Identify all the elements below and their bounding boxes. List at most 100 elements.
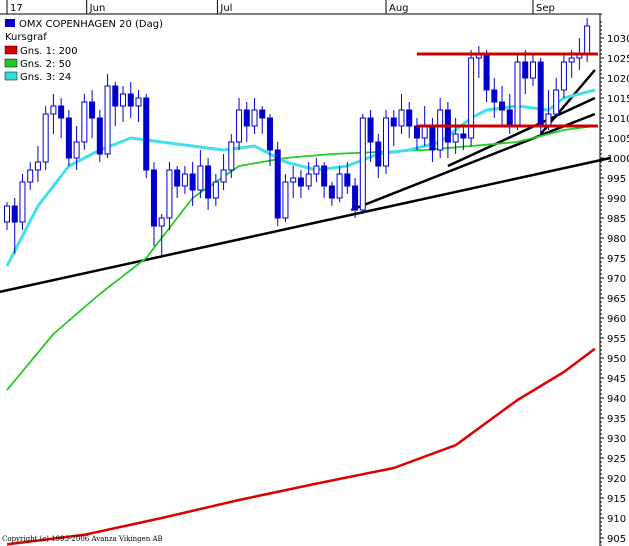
- candle-up: [34, 161, 41, 171]
- candle-down: [328, 185, 335, 199]
- y-tick-label: 940: [607, 394, 626, 405]
- candle-up: [305, 173, 312, 187]
- candle-up: [452, 133, 459, 143]
- candle-up: [135, 97, 142, 107]
- y-tick-label: 985: [607, 214, 626, 225]
- candle-down: [65, 117, 72, 159]
- candle-up: [251, 109, 258, 127]
- candle-down: [127, 93, 134, 107]
- candle-up: [120, 93, 127, 107]
- candle-down: [259, 109, 266, 119]
- y-tick-label: 930: [607, 434, 626, 445]
- candle-down: [352, 185, 359, 211]
- legend-entry-ma24: Gns. 3: 24: [20, 72, 71, 83]
- candle-up: [468, 57, 475, 139]
- candle-down: [344, 173, 351, 187]
- trend-layer: [0, 69, 611, 294]
- candle-up: [50, 105, 57, 115]
- candle-up: [228, 141, 235, 171]
- candle-up: [27, 169, 34, 183]
- y-axis: 905 910 915 920 925 930 935 940 945 950 955 960 965 9…: [600, 13, 629, 546]
- candle-up: [584, 25, 591, 55]
- y-tick-label: 935: [607, 414, 626, 425]
- ma50-series: [6, 125, 596, 391]
- candle-down: [321, 165, 328, 187]
- copyright-text: Copyright (c) 1993-2006 Avanza Vikingen …: [2, 535, 163, 543]
- month-label: Aug: [389, 3, 409, 14]
- candle-down: [390, 117, 397, 127]
- candle-up: [553, 89, 560, 115]
- candle-layer: [4, 18, 591, 258]
- candle-down: [460, 133, 467, 139]
- candle-down: [491, 89, 498, 103]
- y-tick-label: 960: [607, 314, 626, 325]
- trend-line: [350, 112, 596, 212]
- resistance-support-layer: [416, 52, 598, 128]
- candle-up: [42, 113, 49, 163]
- month-label: Sep: [536, 3, 555, 14]
- candle-down: [189, 173, 196, 191]
- candle-up: [336, 173, 343, 199]
- candle-up: [568, 57, 575, 63]
- candle-down: [266, 117, 273, 151]
- legend-swatch-ma50: [4, 58, 18, 68]
- legend-entry-ma50: Gns. 2: 50: [20, 59, 71, 70]
- candle-up: [73, 141, 80, 159]
- candle-up: [398, 109, 405, 127]
- candle-down: [522, 61, 529, 79]
- y-tick-label: 1020: [607, 74, 629, 85]
- candle-down: [375, 141, 382, 167]
- y-tick-label: 1030: [607, 34, 629, 45]
- y-tick-label: 965: [607, 294, 626, 305]
- chart-title: OMX COPENHAGEN 20 (Dag): [19, 19, 163, 30]
- candle-down: [89, 101, 96, 119]
- y-tick-label: 915: [607, 494, 626, 505]
- candle-down: [537, 61, 544, 127]
- candle-up: [514, 61, 521, 127]
- month-label: Jun: [89, 3, 106, 14]
- legend: OMX COPENHAGEN 20 (Dag) Kursgraf Gns. 1:…: [4, 19, 163, 83]
- chart-subtitle: Kursgraf: [5, 32, 47, 43]
- candle-down: [96, 117, 103, 155]
- y-tick-label: 995: [607, 174, 626, 185]
- candle-up: [313, 165, 320, 175]
- y-tick-label: 980: [607, 234, 626, 245]
- candle-down: [413, 125, 420, 139]
- candle-up: [236, 109, 243, 143]
- y-tick-label: 910: [607, 514, 626, 525]
- month-label: Jul: [219, 3, 232, 14]
- candle-down: [297, 177, 304, 187]
- candle-down: [429, 125, 436, 151]
- candle-up: [290, 177, 297, 183]
- candle-up: [437, 109, 444, 151]
- candle-up: [545, 113, 552, 127]
- y-tick-label: 955: [607, 334, 626, 345]
- candle-down: [367, 117, 374, 143]
- y-tick-label: 1025: [607, 54, 629, 65]
- month-axis: 17 Jun Jul Aug Sep: [0, 0, 600, 15]
- y-tick-label: 1000: [607, 154, 629, 165]
- y-tick-label: 1015: [607, 94, 629, 105]
- candle-down: [499, 101, 506, 111]
- candle-down: [58, 105, 65, 119]
- legend-swatch-ma200: [4, 45, 18, 55]
- y-tick-label: 970: [607, 274, 626, 285]
- candle-down: [243, 109, 250, 127]
- month-label: 17: [10, 3, 23, 14]
- candle-up: [158, 217, 165, 227]
- candle-down: [112, 85, 119, 107]
- trend-line: [447, 96, 596, 168]
- candle-up: [529, 61, 536, 79]
- trend-line: [0, 156, 611, 294]
- y-tick-label: 920: [607, 474, 626, 485]
- candle-up: [81, 101, 88, 143]
- candle-up: [383, 117, 390, 167]
- legend-swatch-ma24: [4, 71, 18, 81]
- candle-down: [274, 149, 281, 219]
- legend-swatch-title: [5, 19, 15, 27]
- candle-up: [421, 125, 428, 139]
- y-tick-label: 950: [607, 354, 626, 365]
- candle-up: [212, 181, 219, 199]
